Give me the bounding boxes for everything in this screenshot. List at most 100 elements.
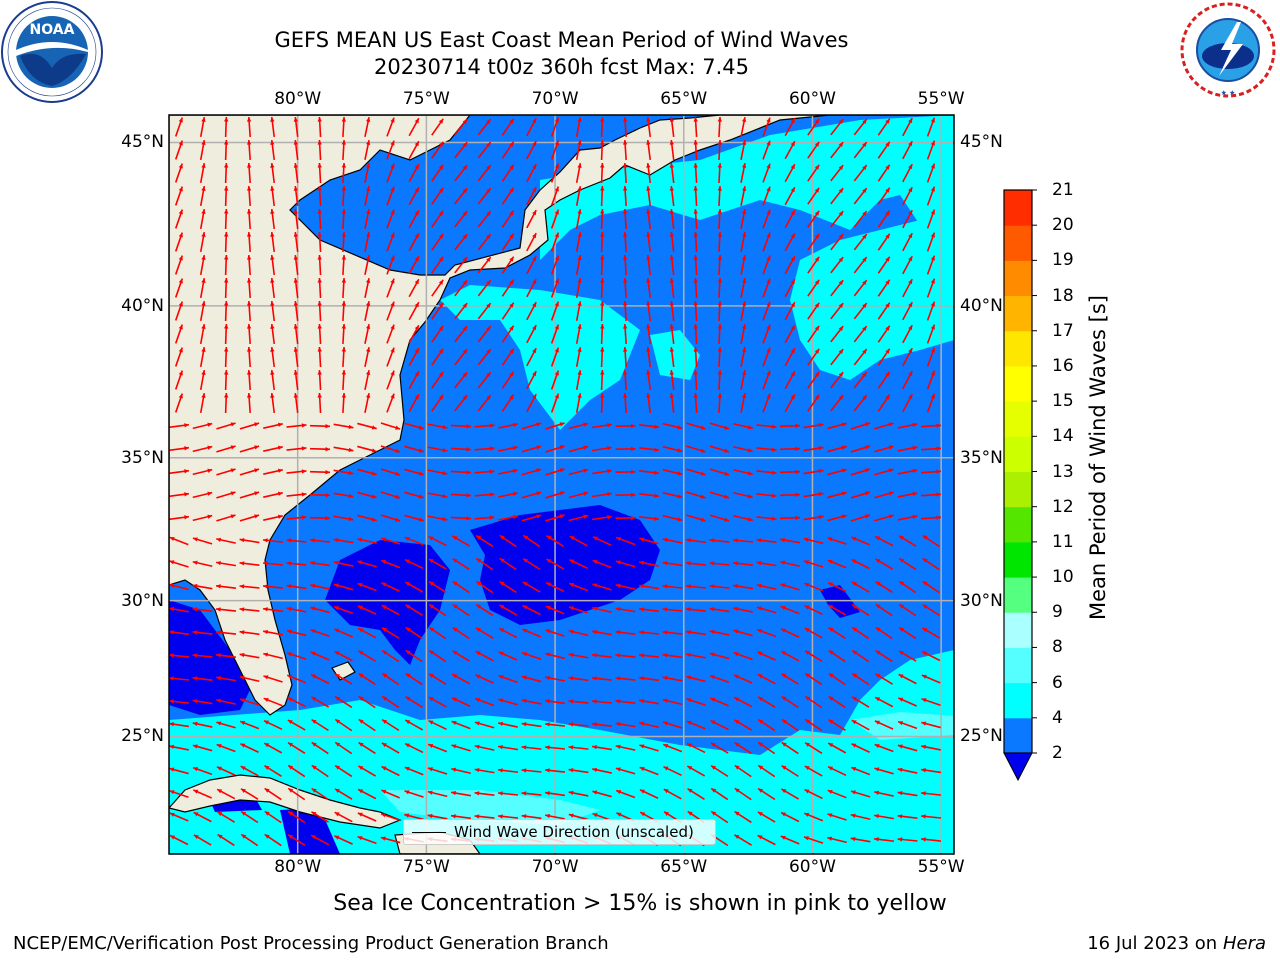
wave-direction-arrow: [897, 837, 918, 842]
wave-direction-arrow: [662, 630, 683, 635]
wave-direction-arrow: [902, 324, 913, 344]
wave-direction-arrow: [762, 255, 771, 275]
wave-direction-arrow: [498, 698, 518, 706]
wave-direction-arrow: [830, 371, 844, 389]
wave-direction-arrow: [199, 209, 206, 229]
wave-direction-arrow: [526, 347, 537, 367]
wave-direction-arrow: [575, 324, 582, 344]
wave-direction-arrow: [475, 580, 494, 594]
wave-direction-arrow: [428, 558, 447, 570]
wave-direction-arrow: [309, 538, 331, 543]
wave-direction-arrow: [270, 254, 276, 276]
wave-direction-arrow: [521, 768, 542, 773]
wave-direction-arrow: [431, 348, 444, 366]
wave-direction-arrow: [174, 117, 184, 137]
wave-direction-arrow: [239, 514, 260, 522]
lat-tick-label: 40°N: [121, 295, 164, 316]
wave-direction-arrow: [575, 140, 582, 160]
wave-direction-arrow: [646, 369, 652, 391]
wave-direction-arrow: [454, 279, 468, 297]
wave-direction-arrow: [169, 812, 189, 822]
wave-direction-arrow: [803, 468, 824, 475]
wave-direction-arrow: [902, 255, 913, 275]
wave-direction-arrow: [526, 278, 537, 298]
wave-direction-arrow: [341, 323, 346, 345]
wave-direction-arrow: [898, 650, 917, 662]
wave-direction-arrow: [921, 744, 941, 751]
wave-direction-arrow: [334, 695, 353, 709]
wave-direction-arrow: [263, 445, 283, 452]
wave-direction-arrow: [544, 722, 566, 727]
wave-direction-arrow: [224, 185, 229, 207]
wave-direction-arrow: [341, 392, 346, 414]
wave-direction-arrow: [381, 695, 400, 709]
wave-direction-arrow: [498, 651, 518, 661]
wave-direction-arrow: [853, 371, 868, 389]
wave-direction-arrow: [851, 649, 870, 663]
wave-direction-arrow: [192, 653, 213, 658]
wave-direction-arrow: [408, 209, 420, 229]
wave-direction-arrow: [550, 393, 560, 413]
wave-direction-arrow: [239, 630, 260, 636]
wave-direction-arrow: [427, 515, 448, 522]
wave-direction-arrow: [475, 603, 494, 617]
wave-direction-arrow: [428, 626, 447, 640]
wave-direction-arrow: [897, 514, 918, 521]
wave-direction-arrow: [475, 627, 494, 639]
wave-direction-arrow: [408, 232, 420, 252]
wave-direction-arrow: [615, 583, 636, 590]
wave-direction-arrow: [501, 371, 515, 389]
wave-direction-arrow: [317, 369, 322, 391]
colorbar-tick-label: 2: [1052, 743, 1063, 763]
wave-direction-arrow: [756, 447, 777, 452]
wave-direction-arrow: [199, 117, 206, 137]
wave-direction-arrow: [521, 652, 542, 660]
wave-direction-arrow: [451, 744, 471, 752]
wave-direction-arrow: [386, 324, 395, 344]
wave-direction-arrow: [851, 743, 870, 753]
wave-direction-arrow: [287, 834, 306, 846]
wave-direction-arrow: [638, 607, 660, 612]
wave-direction-arrow: [174, 255, 184, 275]
wave-direction-arrow: [827, 836, 847, 844]
wave-direction-arrow: [497, 814, 519, 819]
wave-direction-arrow: [404, 581, 424, 593]
wave-direction-arrow: [827, 581, 847, 593]
wave-direction-arrow: [920, 768, 942, 774]
wave-direction-arrow: [428, 696, 447, 708]
wave-direction-arrow: [575, 117, 582, 137]
wave-direction-arrow: [477, 348, 492, 366]
wave-direction-arrow: [804, 741, 823, 755]
wave-direction-arrow: [521, 468, 542, 476]
wave-direction-arrow: [287, 787, 306, 801]
wave-direction-arrow: [926, 140, 936, 160]
wave-direction-arrow: [451, 697, 471, 707]
wave-direction-arrow: [381, 604, 400, 616]
colorbar-segment: [1004, 471, 1032, 508]
wave-direction-arrow: [732, 538, 754, 543]
wave-direction-arrow: [615, 699, 636, 705]
wave-direction-arrow: [851, 719, 870, 731]
wave-direction-arrow: [358, 695, 376, 709]
wave-direction-arrow: [662, 422, 683, 430]
wave-direction-arrow: [526, 186, 537, 206]
wave-direction-arrow: [784, 347, 796, 367]
wave-direction-arrow: [386, 301, 395, 321]
wave-direction-arrow: [902, 232, 913, 252]
wave-direction-arrow: [215, 584, 237, 590]
wave-direction-arrow: [287, 764, 306, 778]
credit-text: NCEP/EMC/Verification Post Processing Pr…: [13, 933, 609, 954]
wave-direction-arrow: [286, 606, 307, 613]
wave-direction-arrow: [317, 346, 322, 368]
wave-direction-arrow: [662, 514, 683, 522]
wave-direction-arrow: [926, 301, 936, 321]
wave-direction-arrow: [784, 324, 796, 344]
wave-direction-arrow: [286, 561, 307, 566]
wave-direction-arrow: [803, 560, 824, 568]
wave-direction-arrow: [450, 814, 472, 820]
wave-direction-arrow: [310, 606, 330, 614]
wave-direction-arrow: [240, 833, 259, 847]
colorbar: [1003, 189, 1037, 782]
wave-direction-arrow: [452, 626, 470, 640]
wave-direction-arrow: [550, 186, 560, 206]
